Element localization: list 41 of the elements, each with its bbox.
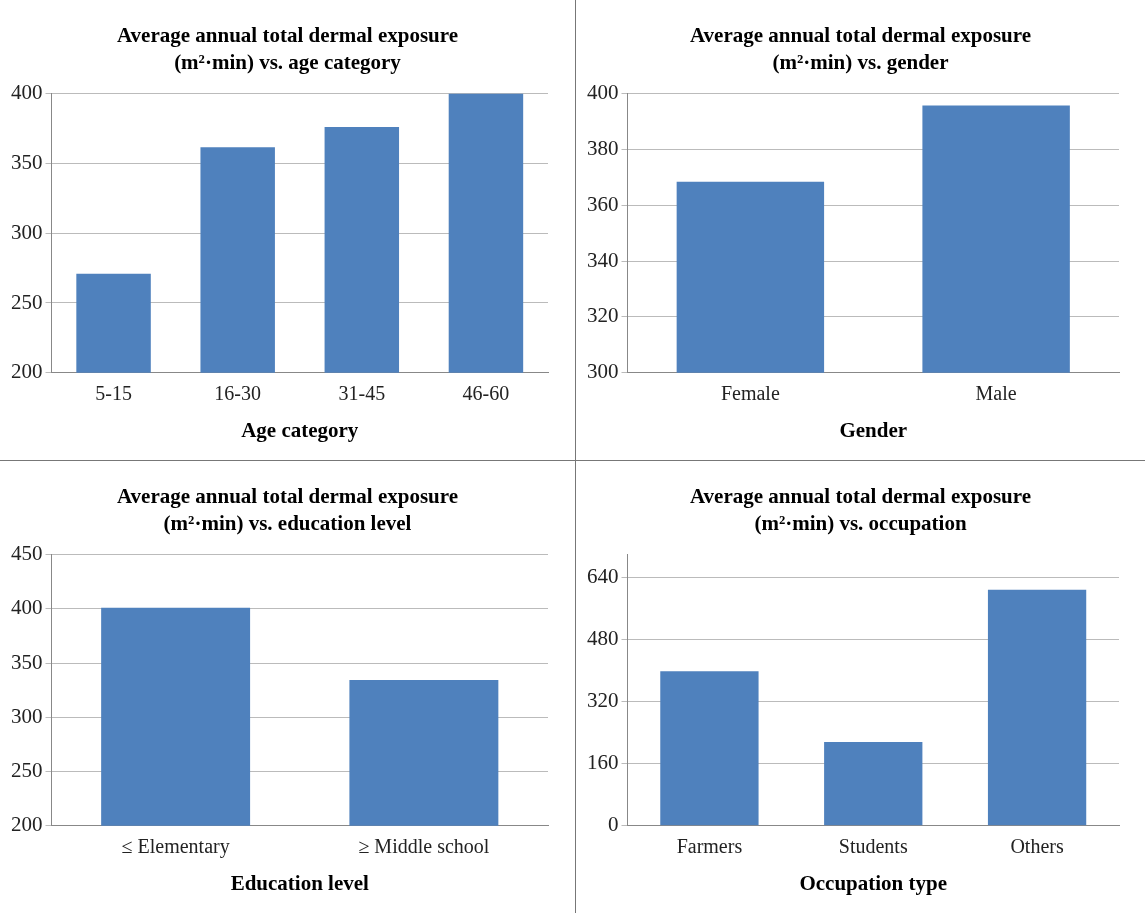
y-tick-label: 360 <box>587 191 619 216</box>
chart-title: Average annual total dermal exposure (m²·min) vs. occupation <box>689 483 1032 537</box>
y-tick-label: 400 <box>587 80 619 105</box>
y-tick-label: 0 <box>608 812 619 837</box>
x-axis-title: Occupation type <box>799 870 948 895</box>
x-axis-title: Gender <box>839 417 908 442</box>
chart-title: Average annual total dermal exposure (m²·min) vs. education level <box>116 483 459 537</box>
y-tick-label: 200 <box>11 359 43 384</box>
y-tick-label: 300 <box>11 703 43 728</box>
y-tick-label: 300 <box>587 359 619 384</box>
x-tick-label: ≤ Elementary <box>121 835 230 859</box>
y-tick-label: 350 <box>11 649 43 674</box>
y-tick-label: 160 <box>587 750 619 775</box>
x-axis-title: Age category <box>241 417 359 442</box>
y-tick-label: 400 <box>11 595 43 620</box>
x-tick-label: Students <box>838 835 908 858</box>
y-tick-label: 450 <box>11 541 43 566</box>
y-tick-label: 320 <box>587 688 619 713</box>
x-tick-label: Farmers <box>676 835 743 858</box>
x-tick-label: 31-45 <box>338 382 386 405</box>
x-tick-label: 16-30 <box>214 382 262 405</box>
y-tick-label: 250 <box>11 758 43 783</box>
x-tick-label: Female <box>720 382 780 405</box>
x-tick-label: 46-60 <box>462 382 510 405</box>
y-tick-label: 250 <box>11 289 43 314</box>
chart-title: Average annual total dermal exposure (m²·min) vs. age category <box>116 22 459 76</box>
chart-title: Average annual total dermal exposure (m²·min) vs. gender <box>689 22 1032 76</box>
y-tick-label: 340 <box>587 247 619 272</box>
y-tick-label: 300 <box>11 219 43 244</box>
x-axis-title: Education level <box>230 870 370 895</box>
y-tick-label: 640 <box>587 564 619 589</box>
y-tick-label: 350 <box>11 149 43 174</box>
x-tick-label: 5-15 <box>95 382 132 405</box>
y-tick-label: 400 <box>11 80 43 105</box>
x-tick-label: ≥ Middle school <box>358 835 490 858</box>
y-tick-label: 480 <box>587 626 619 651</box>
y-tick-label: 380 <box>587 135 619 160</box>
x-tick-label: Others <box>1010 835 1064 858</box>
x-tick-label: Male <box>975 382 1017 405</box>
y-tick-label: 320 <box>587 303 619 328</box>
y-tick-label: 200 <box>11 812 43 837</box>
